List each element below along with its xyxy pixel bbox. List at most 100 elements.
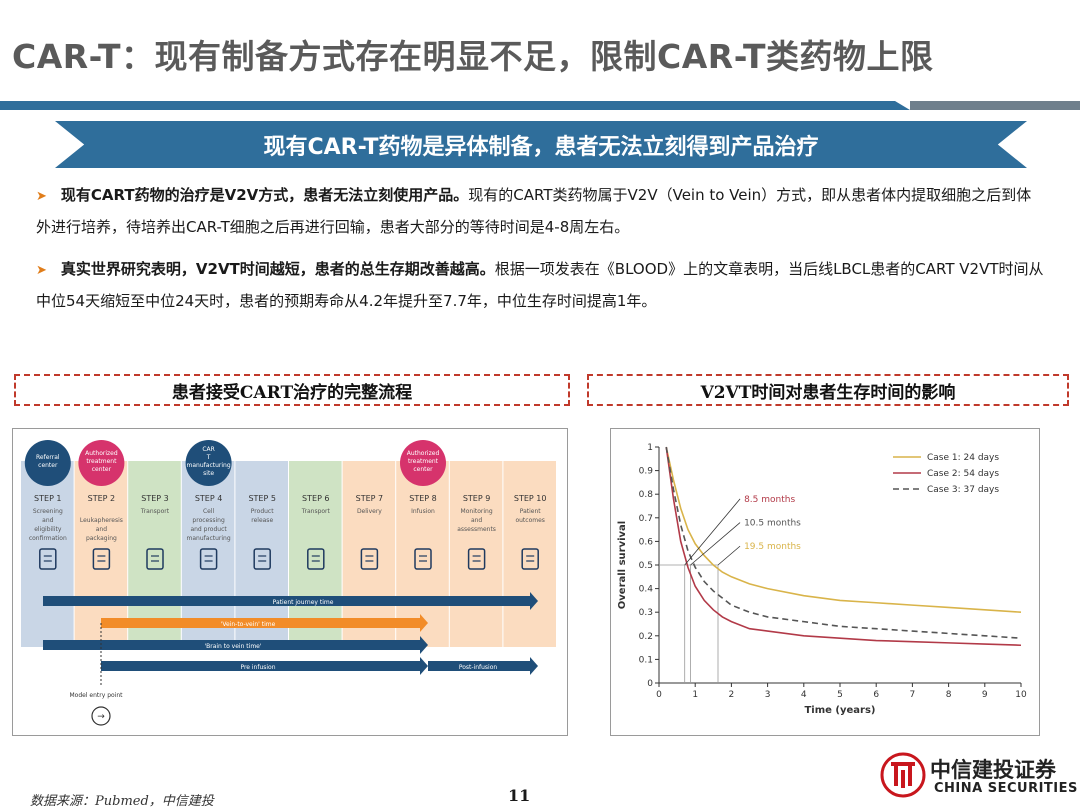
- title-underline-notch: [895, 101, 910, 110]
- model-entry-label: Model entry point: [70, 692, 124, 699]
- step-description: assessments: [457, 526, 496, 533]
- page-title: CAR-T：现有制备方式存在明显不足，限制CAR-T类药物上限: [12, 37, 934, 76]
- step-description: and: [42, 517, 53, 524]
- step-description: Transport: [301, 508, 331, 515]
- title-underline-blue: [0, 101, 895, 110]
- x-tick-label: 8: [946, 690, 952, 700]
- checklist-icon: [39, 548, 57, 570]
- x-tick-label: 0: [656, 690, 662, 700]
- center-label: Referral: [36, 454, 60, 461]
- center-label: center: [413, 466, 433, 473]
- step-number: STEP 2: [88, 494, 115, 503]
- step-column: [342, 461, 396, 647]
- truck-icon-body: [146, 548, 164, 570]
- step-number: STEP 5: [248, 494, 275, 503]
- process-diagram: STEP 1 Screening and eligibility confirmatio…: [21, 440, 556, 726]
- bullet-2-bold: 真实世界研究表明，V2VT时间越短，患者的总生存期改善越高。: [60, 260, 495, 278]
- y-axis-label: Overall survival: [617, 521, 628, 609]
- post-infusion-arrow: [428, 661, 530, 671]
- clipboard-icon-body: [253, 548, 271, 570]
- series-line: [665, 446, 1022, 613]
- annotation-pointer: [690, 522, 741, 566]
- data-source: 数据来源：Pubmed，中信建投: [30, 794, 214, 809]
- pre-infusion-arrow-label: Pre infusion: [240, 664, 275, 671]
- title-underline-gray: [910, 101, 1080, 110]
- entry-arrow-glyph: →: [97, 712, 105, 722]
- step-description: processing: [192, 517, 225, 524]
- syringe-icon: [199, 548, 218, 570]
- step-description: manufacturing: [187, 535, 231, 542]
- patient-journey-arrow-label: Patient journey time: [273, 599, 334, 606]
- notepad-icon: [467, 548, 486, 570]
- center-badge: [400, 440, 446, 486]
- legend-label: Case 3: 37 days: [927, 485, 999, 495]
- x-tick-label: 9: [982, 690, 988, 700]
- banner-text: 现有CAR-T药物是异体制备，患者无法立刻得到产品治疗: [263, 134, 819, 160]
- step-column: [235, 461, 288, 647]
- cart-process-figure: STEP 1 Screening and eligibility confirmatio…: [12, 428, 568, 736]
- step-column: [503, 461, 556, 647]
- blood-bag-icon: [414, 548, 432, 570]
- bullet-2: ➤ 真实世界研究表明，V2VT时间越短，患者的总生存期改善越高。根据一项发表在《B…: [36, 254, 1046, 316]
- center-badge: [185, 440, 232, 486]
- step-number: STEP 3: [141, 494, 168, 503]
- step-description: Screening: [33, 508, 63, 515]
- y-tick-label: 0.4: [639, 585, 654, 595]
- bullet-1-text: 现有的CART类药物属于V2V（Vein to Vein）方式，即从患者体内提取…: [36, 186, 1032, 236]
- step-description: packaging: [86, 535, 117, 542]
- center-label: center: [38, 462, 58, 469]
- center-label: CAR: [202, 446, 214, 453]
- center-label: treatment: [408, 458, 439, 465]
- vein-to-vein-arrow-head: [420, 614, 428, 632]
- annotation-pointer: [717, 545, 741, 566]
- y-tick-label: 0.5: [639, 561, 653, 571]
- step-column: [128, 461, 181, 647]
- brain-to-vein-arrow-label: 'Brain to vein time': [204, 643, 261, 650]
- annotation-label: 19.5 months: [744, 542, 801, 552]
- blood-bag-icon: [92, 548, 111, 570]
- truck-icon: [307, 548, 325, 570]
- vein-to-vein-arrow: [101, 618, 420, 628]
- clipboard-icon: [253, 548, 271, 570]
- annotation-label: 10.5 months: [744, 519, 801, 529]
- bullet-arrow-icon: ➤: [36, 263, 47, 278]
- x-tick-label: 3: [765, 690, 771, 700]
- step-column: [21, 461, 74, 647]
- vein-to-vein-arrow-label: 'Vein-to-vein' time: [221, 621, 276, 628]
- step-description: and: [471, 517, 482, 524]
- bullet-1-bold: 现有CART药物的治疗是V2V方式，患者无法立刻使用产品。: [60, 186, 469, 204]
- step-description: Monitoring: [461, 508, 493, 515]
- y-tick-label: 0.6: [639, 537, 654, 547]
- y-tick-label: 0.8: [639, 490, 654, 500]
- notepad-icon-body: [467, 548, 486, 570]
- center-label: T: [206, 454, 211, 461]
- y-tick-label: 0.9: [639, 467, 654, 477]
- y-tick-label: 0.3: [639, 608, 653, 618]
- x-tick-label: 7: [910, 690, 916, 700]
- step-description: confirmation: [29, 535, 67, 542]
- series-line: [665, 446, 1022, 639]
- step-description: Infusion: [411, 508, 435, 515]
- logo-english-name: CHINA SECURITIES: [934, 781, 1078, 796]
- annotation-pointer: [684, 498, 741, 566]
- step-number: STEP 10: [514, 494, 547, 503]
- step-description: Delivery: [357, 508, 382, 515]
- legend-label: Case 1: 24 days: [927, 453, 999, 463]
- post-infusion-arrow-head: [530, 657, 538, 675]
- box-icon: [360, 548, 379, 570]
- y-tick-label: 0.7: [639, 514, 653, 524]
- step-description: release: [251, 517, 273, 524]
- legend-label: Case 2: 54 days: [927, 469, 999, 479]
- pre-infusion-arrow: [101, 661, 420, 671]
- pre-infusion-arrow-head: [420, 657, 428, 675]
- entry-arrow-icon: [91, 706, 111, 726]
- x-tick-label: 4: [801, 690, 807, 700]
- people-icon: [521, 548, 539, 570]
- bullet-1: ➤ 现有CART药物的治疗是V2V方式，患者无法立刻使用产品。现有的CART类药物…: [36, 180, 1046, 242]
- step-number: STEP 9: [463, 494, 490, 503]
- step-description: and: [96, 526, 107, 533]
- step-column: [396, 461, 449, 647]
- page-number: 11: [508, 786, 531, 805]
- truck-icon-body: [307, 548, 325, 570]
- center-label: site: [203, 470, 214, 477]
